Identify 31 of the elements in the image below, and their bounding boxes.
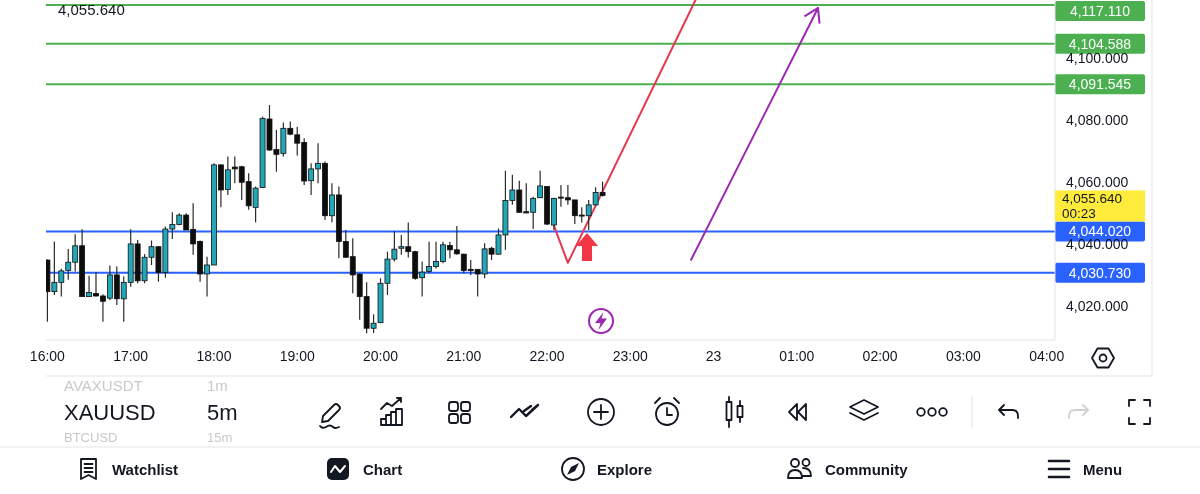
x-tick-label: 18:00 [196, 347, 232, 364]
x-tick-label: 17:00 [113, 347, 149, 364]
ref-line-label: 4,044.020 [1068, 223, 1132, 240]
x-tick-label: 16:00 [29, 347, 66, 364]
x-tick-label: 21:00 [446, 347, 482, 364]
text: 4,055.640 [1062, 190, 1123, 206]
text: Chart [363, 460, 403, 478]
y-tick-label: 4,080.000 [1066, 111, 1129, 128]
x-tick-label: 20:00 [362, 347, 399, 364]
text: Menu [1083, 460, 1123, 478]
x-tick-label: 22:00 [529, 347, 565, 364]
x-tick-label: 01:00 [779, 347, 815, 364]
x-tick-label: 03:00 [945, 347, 982, 364]
y-tick-label: 4,020.000 [1066, 297, 1129, 314]
x-tick-label: 04:00 [1029, 347, 1065, 364]
x-tick-label: 23:00 [612, 347, 649, 364]
ref-line-label: 4,117.110 [1069, 3, 1131, 19]
ref-line-label: 4,091.545 [1068, 76, 1132, 93]
text: XAUUSD [64, 399, 156, 425]
y-tick-label: 4,060.000 [1066, 173, 1129, 190]
x-tick-label: 19:00 [279, 347, 315, 364]
text: 00:23 [1062, 205, 1096, 221]
x-tick-label: 23 [705, 347, 722, 364]
text: Community [825, 460, 909, 478]
text: Watchlist [112, 460, 179, 478]
x-tick-label: 02:00 [862, 347, 898, 364]
text: 5m [207, 399, 238, 425]
text: Explore [597, 460, 653, 478]
ref-line-label: 4,104.588 [1068, 35, 1132, 52]
annotation: 4,055.640 [58, 0, 125, 18]
ref-line-label: 4,030.730 [1068, 264, 1132, 281]
